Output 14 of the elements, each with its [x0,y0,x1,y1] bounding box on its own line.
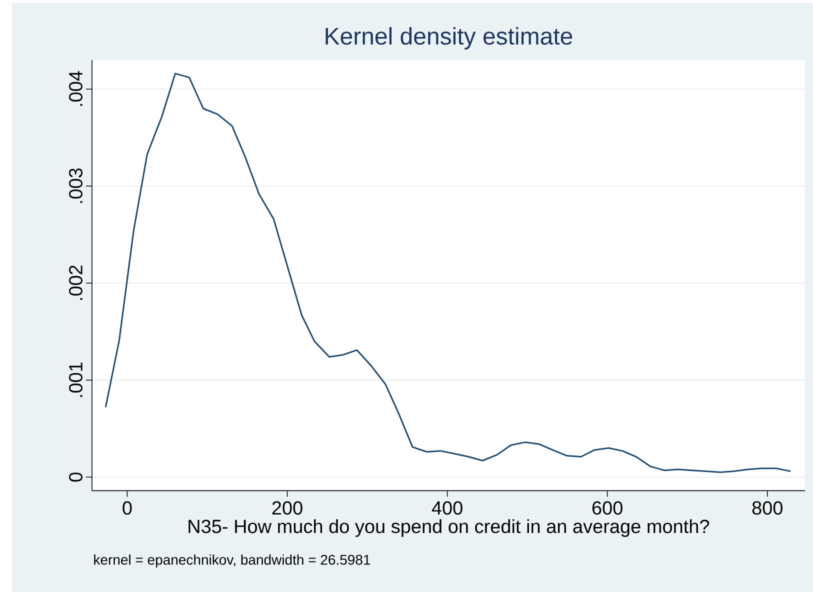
text: kernel = epanechnikov, bandwidth = 26.5981 [94,554,370,568]
y-tick-label: 0 [69,472,82,482]
x-tick-label: 0 [122,501,132,515]
y-tick-label: .003 [69,168,82,203]
y-tick-label: .001 [69,362,82,397]
x-tick-label: 800 [752,501,782,515]
x-axis-title: N35- How much do you spend on credit in an average month? [188,519,710,537]
x-tick-label: 200 [272,501,302,515]
y-tick-label: .004 [69,71,82,106]
line-series [104,72,792,474]
x-tick-label: 400 [432,501,462,515]
x-tick-label: 600 [592,501,622,515]
chart-title: Kernel density estimate [326,27,572,50]
y-tick-label: .002 [69,266,82,300]
